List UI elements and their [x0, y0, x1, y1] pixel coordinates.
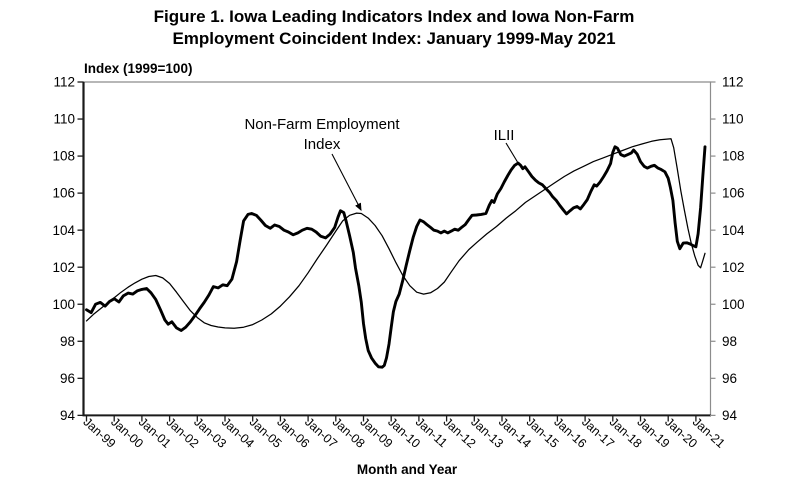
y-tick-label-left: 110: [53, 112, 75, 127]
plot-frame: [82, 81, 712, 417]
y-tick-label-right: 98: [722, 334, 737, 349]
y-tick-label-right: 112: [722, 75, 744, 90]
y-tick-label-right: 110: [722, 112, 744, 127]
y-axis-ticks-left: 112 110 108 106 104 102 100 98 96 94: [52, 75, 84, 423]
y-tick-label-left: 106: [52, 186, 75, 201]
nonfarm-series-line: [85, 138, 706, 329]
y-tick-label-left: 102: [52, 260, 75, 275]
y-tick-label-right: 96: [722, 371, 737, 386]
y-tick-label-left: 104: [52, 223, 75, 238]
y-tick-label-left: 108: [52, 149, 75, 164]
nonfarm-pointer-arrow: [331, 153, 362, 211]
y-tick-label-right: 94: [722, 408, 738, 423]
nonfarm-label-line1: Non-Farm Employment: [244, 116, 400, 133]
ilii-series-line: [85, 145, 707, 369]
nonfarm-annotation: Non-Farm Employment Index: [244, 116, 400, 211]
y-axis-title: Index (1999=100): [84, 61, 192, 76]
y-tick-label-left: 94: [60, 408, 76, 423]
figure-title-line1: Figure 1. Iowa Leading Indicators Index …: [154, 7, 635, 26]
x-axis-title: Month and Year: [357, 462, 458, 477]
y-axis-ticks-right: 112 110 108 106 104 102 100 98 96 94: [710, 75, 745, 423]
y-tick-label-right: 100: [722, 297, 745, 312]
ilii-annotation: ILII: [494, 127, 518, 163]
y-tick-label-right: 108: [722, 149, 745, 164]
ilii-label: ILII: [494, 127, 515, 144]
y-tick-label-right: 106: [722, 186, 745, 201]
figure-title-line2: Employment Coincident Index: January 199…: [172, 29, 615, 48]
nonfarm-label-line2: Index: [304, 136, 341, 153]
y-tick-label-right: 102: [722, 260, 745, 275]
y-tick-label-left: 112: [53, 75, 75, 90]
y-tick-label-left: 98: [60, 334, 75, 349]
y-tick-label-right: 104: [722, 223, 745, 238]
y-tick-label-left: 100: [52, 297, 75, 312]
ilii-pointer-line: [505, 142, 518, 163]
data-series-group: [85, 138, 707, 369]
y-tick-label-left: 96: [60, 371, 75, 386]
